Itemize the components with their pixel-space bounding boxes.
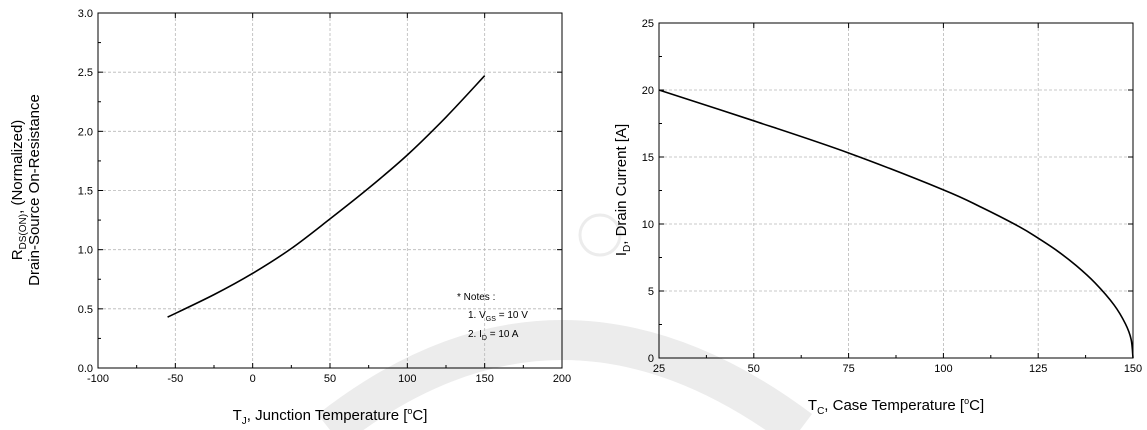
right-series-line — [658, 89, 1134, 359]
left-series-line — [167, 75, 486, 318]
right-x-tick-label: 50 — [748, 363, 760, 375]
left-x-axis-label: TJ, Junction Temperature [oC] — [233, 406, 428, 427]
right-y-tick-label: 20 — [642, 85, 654, 97]
left-x-tick-label: -50 — [167, 373, 183, 385]
left-y-tick-label: 2.5 — [78, 67, 93, 79]
rds-vs-junction-temperature-chart: -100 -50 0 50 100 150 200 0.0 0.5 1.0 1.5 2.0 2.5 3.0… — [9, 8, 571, 427]
left-x-tick-label: 50 — [324, 373, 336, 385]
left-x-tick-label: 0 — [250, 373, 256, 385]
notes-line-2: 2. ID = 10 A — [468, 329, 519, 342]
left-ticks: -100 -50 0 50 100 150 200 0.0 0.5 1.0 1.5 2.0 2.5 3.0 — [78, 8, 571, 385]
right-x-tick-label: 150 — [1124, 363, 1142, 375]
left-y-axis-label-line1: RDS(ON), (Normalized) — [9, 120, 29, 261]
drain-current-vs-case-temperature-chart: 25 50 75 100 125 150 0 5 10 15 20 25 TC, Case Tempe… — [613, 18, 1142, 417]
left-x-tick-label: 100 — [398, 373, 416, 385]
left-y-axis-label-line2: Drain-Source On-Resistance — [26, 94, 43, 286]
left-y-tick-label: 3.0 — [78, 8, 93, 20]
right-y-tick-label: 15 — [642, 152, 654, 164]
left-y-tick-label: 1.5 — [78, 186, 93, 198]
right-x-tick-label: 100 — [934, 363, 952, 375]
left-notes: * Notes : 1. VGS = 10 V 2. ID = 10 A — [457, 292, 528, 342]
right-y-tick-label: 25 — [642, 18, 654, 30]
svg-text:ID, Drain Current [A]: ID, Drain Current [A] — [613, 124, 633, 256]
left-x-tick-label: 150 — [475, 373, 493, 385]
watermark — [317, 213, 812, 430]
left-y-tick-label: 2.0 — [78, 126, 93, 138]
notes-title: * Notes : — [457, 292, 495, 303]
right-x-tick-label: 25 — [653, 363, 665, 375]
right-x-tick-label: 125 — [1029, 363, 1047, 375]
right-y-tick-label: 0 — [648, 353, 654, 365]
right-grid — [659, 23, 1133, 358]
right-y-axis-label: ID, Drain Current [A] — [613, 124, 633, 256]
left-y-tick-label: 1.0 — [78, 245, 93, 257]
right-x-axis-label: TC, Case Temperature [oC] — [808, 396, 984, 417]
right-y-tick-label: 5 — [648, 286, 654, 298]
left-y-tick-label: 0.5 — [78, 304, 93, 316]
right-ticks: 25 50 75 100 125 150 0 5 10 15 20 25 — [642, 18, 1142, 375]
right-plot-frame — [658, 22, 1134, 359]
left-x-tick-label: 200 — [553, 373, 571, 385]
notes-line-1: 1. VGS = 10 V — [468, 310, 528, 323]
left-grid — [98, 13, 562, 368]
left-y-axis-label: RDS(ON), (Normalized) Drain-Source On-Re… — [9, 94, 43, 286]
right-y-tick-label: 10 — [642, 219, 654, 231]
right-x-tick-label: 75 — [842, 363, 854, 375]
left-x-tick-label: -100 — [87, 373, 109, 385]
left-y-tick-label: 0.0 — [78, 363, 93, 375]
